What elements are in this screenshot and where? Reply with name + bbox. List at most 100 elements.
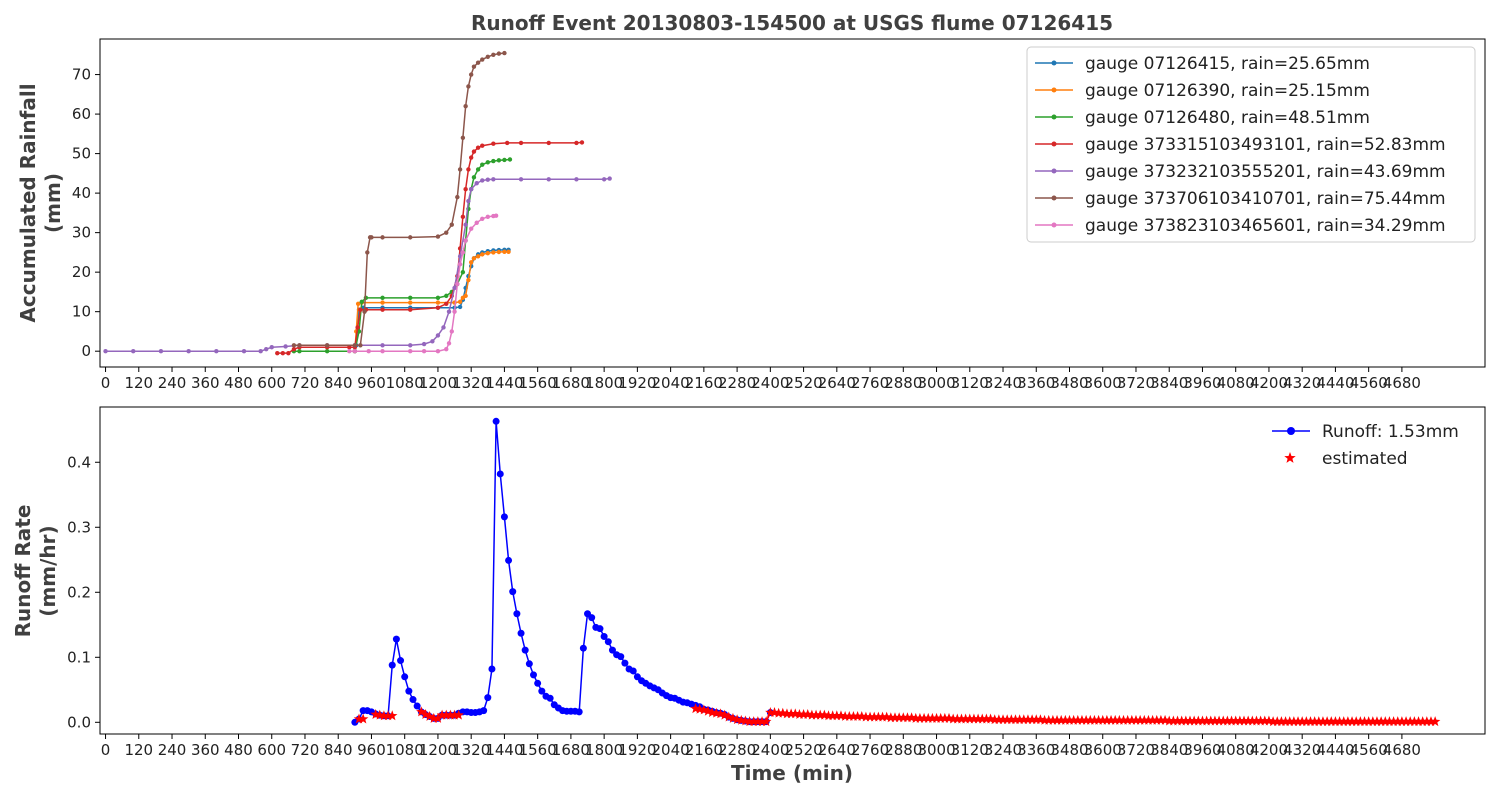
rainfall-data-point (408, 300, 413, 305)
rainfall-legend-label: gauge 07126390, rain=25.15mm (1085, 81, 1370, 101)
estimated-star-point (1284, 716, 1295, 727)
runoff-x-tick-label: 3840 (1150, 741, 1188, 759)
rainfall-series-line (293, 52, 505, 347)
rainfall-x-tick-label: 1800 (585, 374, 623, 392)
rainfall-data-point (380, 307, 385, 312)
estimated-star-point (1047, 714, 1059, 725)
estimated-star-point (1155, 714, 1167, 725)
runoff-data-point (604, 638, 612, 646)
rainfall-data-point (435, 333, 441, 338)
runoff-data-point (525, 660, 533, 668)
estimated-star-point (1380, 716, 1391, 727)
chart-title: Runoff Event 20130803-154500 at USGS flu… (471, 11, 1113, 35)
estimated-star-point (1089, 714, 1100, 725)
runoff-x-tick-label: 2160 (685, 741, 723, 759)
runoff-plot-area (351, 417, 1441, 727)
rainfall-data-point (496, 158, 502, 163)
rainfall-series-3 (275, 140, 585, 356)
estimated-star-point (910, 712, 921, 723)
estimated-star-point (864, 711, 876, 722)
estimated-star-point (1176, 715, 1187, 726)
estimated-star-point (785, 708, 797, 719)
estimated-star-point (1105, 714, 1117, 725)
rainfall-data-point (485, 250, 490, 256)
estimated-star-point (420, 709, 431, 719)
rainfall-data-point (444, 293, 449, 299)
rainfall-x-tick-label: 0 (101, 374, 111, 392)
estimated-star-point (441, 709, 452, 720)
rainfall-data-point (475, 254, 481, 259)
estimated-star-point (1288, 716, 1300, 727)
runoff-data-point (405, 687, 413, 695)
rainfall-data-point (444, 301, 449, 306)
rainfall-data-point (491, 158, 496, 164)
rainfall-data-point (441, 325, 446, 330)
estimated-star-point (877, 711, 888, 722)
rainfall-legend-item: gauge 373823103465601, rain=34.29mm (1035, 216, 1446, 236)
runoff-x-tick-label: 3120 (951, 741, 989, 759)
runoff-x-tick-label: 4200 (1250, 741, 1288, 759)
estimated-star-point (1031, 714, 1042, 725)
rainfall-x-tick-label: 1200 (419, 374, 457, 392)
estimated-star-point (827, 710, 838, 721)
rainfall-data-point (286, 350, 291, 356)
runoff-data-point (413, 702, 421, 710)
estimated-star-point (1122, 714, 1133, 725)
rainfall-data-point (291, 343, 297, 348)
estimated-star-point (1205, 715, 1216, 726)
estimated-star-point (1321, 716, 1333, 727)
estimated-star-point (1429, 716, 1441, 727)
runoff-data-point (575, 708, 583, 716)
estimated-star-point (1018, 714, 1030, 725)
runoff-legend-item: Runoff: 1.53mm (1272, 422, 1459, 442)
rainfall-data-point (421, 341, 427, 347)
rainfall-data-point (352, 343, 358, 348)
estimated-star-point (353, 713, 365, 724)
estimated-star-point (765, 707, 776, 717)
rainfall-data-point (380, 295, 385, 301)
rainfall-data-point (421, 348, 427, 354)
rainfall-data-point (460, 250, 466, 255)
estimated-star-point (1309, 716, 1320, 727)
rainfall-series-5 (291, 50, 507, 348)
rainfall-legend-item: gauge 07126390, rain=25.15mm (1035, 81, 1370, 101)
rainfall-data-point (449, 329, 454, 334)
rainfall-data-point (435, 234, 441, 239)
rainfall-data-point (502, 50, 507, 56)
runoff-data-point (401, 673, 409, 681)
runoff-data-point (538, 687, 546, 695)
rainfall-legend-label: gauge 07126480, rain=48.51mm (1085, 108, 1370, 128)
rainfall-data-point (457, 262, 463, 267)
estimated-star-point (756, 716, 768, 727)
legend-dot-marker (1051, 87, 1057, 93)
runoff-x-tick-label: 2280 (718, 741, 756, 759)
estimated-star-point (898, 712, 909, 723)
rainfall-y-tick-label: 30 (72, 224, 91, 242)
rainfall-y-label-line1: Accumulated Rainfall (16, 83, 40, 322)
estimated-star-point (1404, 716, 1416, 727)
estimated-star-point (1209, 715, 1221, 726)
rainfall-x-tick-label: 240 (158, 374, 187, 392)
estimated-star-point (989, 714, 1000, 725)
estimated-star-point (968, 713, 980, 724)
runoff-data-point (600, 632, 608, 640)
rainfall-x-tick-label: 1680 (552, 374, 590, 392)
estimated-star-point (1267, 716, 1279, 727)
runoff-x-tick-label: 720 (291, 741, 320, 759)
estimated-star-point (1006, 714, 1017, 725)
estimated-star-point (436, 709, 448, 720)
rainfall-data-point (358, 307, 363, 312)
rainfall-data-point (574, 177, 579, 182)
rainfall-data-point (241, 348, 247, 354)
estimated-star-point (848, 710, 859, 721)
estimated-star-point (1139, 714, 1150, 725)
estimated-star-point (1317, 716, 1329, 727)
rainfall-data-point (475, 167, 481, 172)
rainfall-data-point (463, 238, 468, 243)
rainfall-data-point (446, 341, 452, 346)
estimated-star-point (1197, 715, 1208, 726)
estimated-star-point (1188, 715, 1200, 726)
rainfall-data-point (275, 350, 280, 356)
runoff-x-tick-label: 4440 (1316, 741, 1354, 759)
